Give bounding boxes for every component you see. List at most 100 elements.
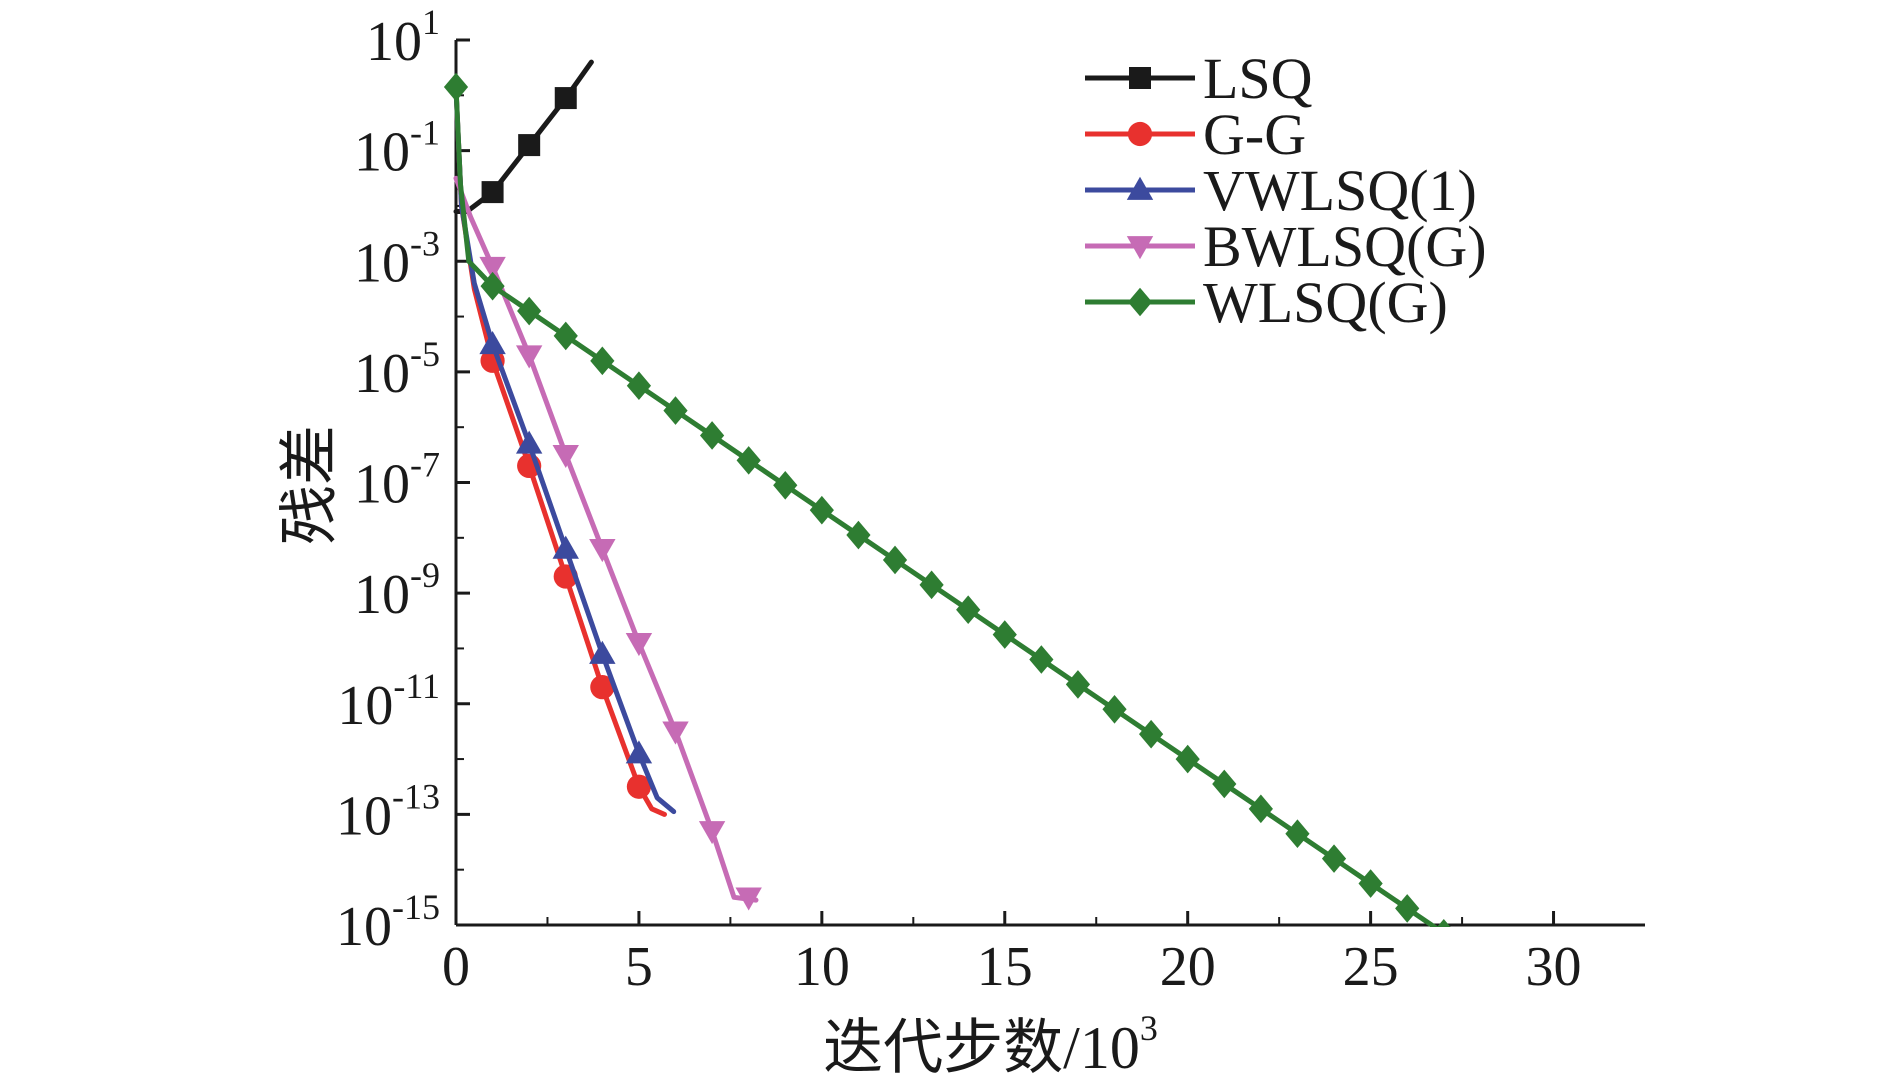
y-tick-base: 10 — [337, 675, 393, 737]
legend-label-0: LSQ — [1203, 46, 1313, 111]
data-point-3-0 — [479, 256, 506, 280]
y-axis-title: 残差 — [277, 425, 343, 545]
data-point-4-5 — [626, 371, 652, 401]
legend-marker-0 — [1129, 67, 1151, 89]
data-point-1-3 — [590, 675, 615, 700]
y-tick-base: 10 — [354, 564, 410, 626]
series-wlsq-g- — [443, 72, 1492, 967]
y-tick-label--1: 10-1 — [354, 113, 440, 184]
x-tick-label-5: 5 — [625, 936, 653, 998]
data-point-2-4 — [625, 740, 653, 764]
data-point-4-25 — [1358, 869, 1383, 898]
y-tick-label--5: 10-5 — [354, 334, 440, 405]
x-tick-label-25: 25 — [1343, 936, 1399, 998]
series-layer — [443, 59, 1492, 967]
legend-marker-1 — [1127, 121, 1153, 147]
data-point-4-24 — [1321, 844, 1347, 873]
legend-entry-4: WLSQ(G) — [1085, 270, 1448, 335]
data-point-3-5 — [662, 721, 689, 745]
y-tick-exponent: -1 — [410, 113, 440, 153]
y-tick-exponent: -13 — [392, 776, 440, 816]
series-bwlsq-g- — [453, 175, 762, 911]
y-tick-exponent: -7 — [410, 445, 440, 485]
y-tick-label--11: 10-11 — [337, 666, 440, 737]
data-point-2-3 — [589, 640, 616, 664]
data-point-4-16 — [1029, 645, 1054, 674]
legend-label-1: G-G — [1203, 102, 1306, 167]
x-axis-title-exponent: 3 — [1140, 1008, 1158, 1048]
data-point-4-1 — [480, 271, 505, 301]
data-point-4-23 — [1285, 819, 1310, 849]
data-point-4-13 — [919, 570, 944, 600]
y-tick-base: 10 — [336, 785, 392, 847]
data-point-2-2 — [552, 535, 579, 559]
y-tick-label--13: 10-13 — [336, 776, 440, 847]
data-point-3-4 — [625, 633, 653, 657]
data-point-4-27 — [1437, 918, 1451, 927]
data-point-4-14 — [956, 595, 981, 625]
data-point-4-4 — [590, 346, 615, 376]
y-tick-base: 10 — [354, 343, 410, 405]
data-point-2-0 — [479, 331, 506, 355]
data-point-2-1 — [515, 430, 543, 454]
legend-entry-0: LSQ — [1085, 46, 1313, 111]
data-point-4-2 — [517, 296, 542, 326]
legend-entry-3: BWLSQ(G) — [1085, 214, 1487, 279]
data-point-3-7 — [735, 887, 762, 911]
data-point-0-1 — [518, 134, 541, 157]
x-tick-label-0: 0 — [442, 936, 470, 998]
y-tick-base: 10 — [336, 896, 392, 958]
data-point-4-17 — [1065, 670, 1091, 699]
legend-label-4: WLSQ(G) — [1203, 270, 1448, 335]
data-point-4-19 — [1139, 719, 1164, 749]
x-tick-label-15: 15 — [977, 936, 1033, 998]
y-tick-label--9: 10-9 — [354, 555, 440, 626]
legend-entry-1: G-G — [1085, 102, 1306, 167]
y-tick-base: 10 — [354, 232, 410, 294]
x-tick-label-30: 30 — [1526, 936, 1582, 998]
data-point-4-12 — [882, 545, 908, 575]
data-point-4-26 — [1395, 894, 1420, 923]
legend-marker-2 — [1126, 176, 1154, 200]
legend-marker-4 — [1127, 287, 1153, 317]
y-tick-exponent: -5 — [410, 334, 440, 374]
data-point-1-4 — [626, 774, 652, 799]
data-point-4-8 — [736, 446, 761, 475]
data-point-4-11 — [846, 520, 871, 550]
legend-label-3: BWLSQ(G) — [1203, 214, 1487, 279]
y-tick-exponent: -3 — [410, 223, 440, 263]
x-tick-label-20: 20 — [1160, 936, 1216, 998]
x-axis-title-text: 迭代步数/10 — [823, 1015, 1140, 1081]
data-point-4-0 — [443, 72, 469, 102]
data-point-0-2 — [554, 87, 577, 110]
data-point-4-18 — [1102, 694, 1127, 724]
y-tick-exponent: -9 — [410, 555, 440, 595]
legend-label-2: VWLSQ(1) — [1203, 158, 1477, 223]
data-point-4-10 — [809, 495, 834, 525]
y-tick-exponent: -15 — [392, 887, 440, 927]
data-point-4-6 — [663, 396, 688, 425]
data-point-3-2 — [552, 444, 579, 469]
legend-entry-2: VWLSQ(1) — [1085, 158, 1477, 223]
legend-marker-3 — [1126, 236, 1154, 260]
data-point-4-21 — [1212, 769, 1237, 799]
y-tick-exponent: 1 — [422, 2, 440, 42]
y-tick-base: 10 — [366, 11, 422, 73]
data-point-4-3 — [553, 321, 578, 351]
y-tick-base: 10 — [354, 454, 410, 516]
y-tick-base: 10 — [354, 122, 410, 184]
axes: 0 5 10 15 20 25 3010110-110-310-510-710-910-11… — [277, 2, 1645, 1081]
data-point-4-22 — [1248, 794, 1273, 824]
data-point-3-1 — [515, 345, 543, 369]
series-lsq — [453, 59, 594, 214]
y-tick-label-1: 101 — [366, 2, 440, 73]
data-point-4-15 — [992, 620, 1017, 649]
data-point-4-9 — [773, 470, 798, 500]
y-tick-label--7: 10-7 — [354, 445, 440, 516]
y-tick-label--3: 10-3 — [354, 223, 440, 294]
x-axis-title: 迭代步数/103 — [823, 1008, 1158, 1081]
data-point-4-28 — [1468, 938, 1492, 967]
